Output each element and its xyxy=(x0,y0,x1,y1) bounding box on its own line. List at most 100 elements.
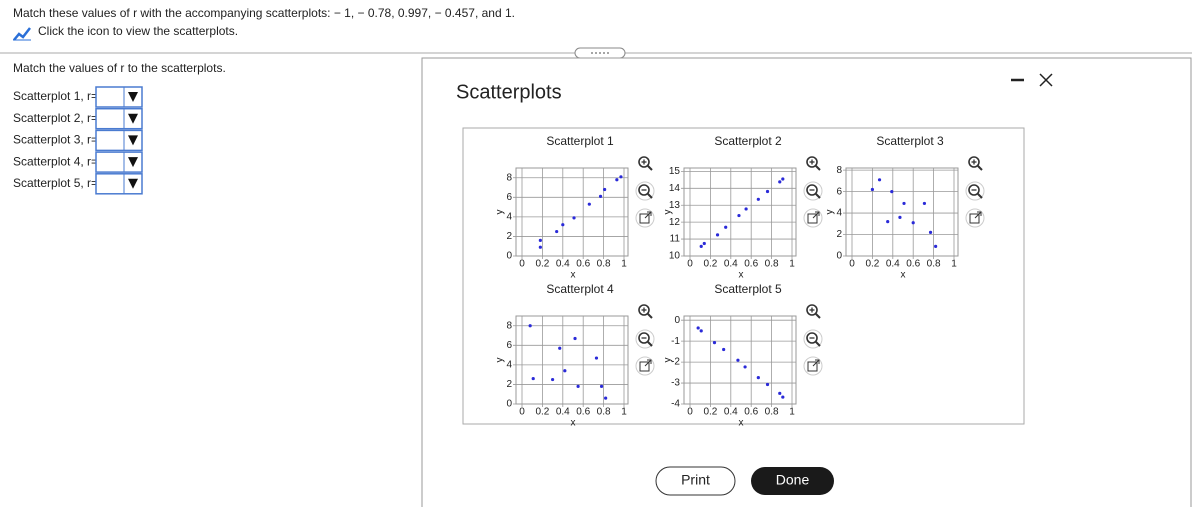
point xyxy=(619,175,623,179)
point xyxy=(890,190,894,194)
y-tick-label: 14 xyxy=(669,183,681,194)
point xyxy=(765,189,770,194)
row-label: Scatterplot 4, r= xyxy=(13,154,98,168)
dropdown-arrow xyxy=(128,92,138,102)
x-tick-label: 0.2 xyxy=(865,259,879,270)
magnifier-handle xyxy=(977,165,983,171)
point xyxy=(558,346,562,350)
point xyxy=(898,215,902,219)
plot-title: Scatterplot 2 xyxy=(714,134,782,148)
y-axis-label: y xyxy=(663,358,674,363)
x-tick-label: 0.6 xyxy=(576,259,590,270)
point xyxy=(594,356,599,360)
row-label: Scatterplot 3, r= xyxy=(13,133,98,147)
point xyxy=(561,223,565,227)
point xyxy=(563,369,567,373)
point xyxy=(724,225,728,229)
magnifier xyxy=(968,184,980,196)
magnifier-handle xyxy=(815,341,821,347)
link-text[interactable]: Click the icon to view the scatterplots. xyxy=(38,24,238,38)
point xyxy=(699,244,703,248)
point xyxy=(604,396,608,400)
point xyxy=(528,324,532,328)
y-axis-label: y xyxy=(663,210,674,215)
close-button[interactable] xyxy=(1039,73,1053,87)
x-axis-label: x xyxy=(571,418,576,429)
point xyxy=(922,201,927,206)
magnifier xyxy=(638,184,650,196)
point xyxy=(598,194,603,198)
x-tick-label: 1 xyxy=(789,407,795,418)
x-tick-label: 0.8 xyxy=(765,407,779,418)
print-button[interactable] xyxy=(655,466,736,496)
row-label: Scatterplot 5, r= xyxy=(13,176,98,190)
point xyxy=(702,241,706,246)
y-tick-label: 4 xyxy=(506,212,512,223)
popout-arrow xyxy=(974,211,982,219)
magnifier xyxy=(968,156,980,168)
x-tick-label: 0 xyxy=(687,407,693,418)
y-tick-label: 12 xyxy=(669,217,681,228)
point xyxy=(722,347,726,352)
y-tick-label: 2 xyxy=(836,229,842,240)
x-tick-label: 0.8 xyxy=(927,259,941,270)
point xyxy=(587,202,591,206)
magnifier-handle xyxy=(815,165,821,171)
y-tick-label: 0 xyxy=(674,315,680,326)
y-tick-label: -4 xyxy=(671,399,680,410)
plot-area xyxy=(683,167,797,257)
point xyxy=(756,197,760,201)
y-tick-label: 11 xyxy=(670,234,681,245)
y-tick-label: 6 xyxy=(506,192,512,203)
point xyxy=(934,244,938,248)
popout-icon xyxy=(639,361,650,372)
row-label: Scatterplot 2, r= xyxy=(13,111,98,125)
y-tick-label: 10 xyxy=(669,251,681,262)
plot-title: Scatterplot 4 xyxy=(546,282,614,296)
done-label: Done xyxy=(776,472,810,488)
point xyxy=(531,376,535,381)
y-axis-label: y xyxy=(495,358,506,363)
point xyxy=(538,238,542,242)
x-tick-label: 1 xyxy=(621,259,627,270)
question-text: Match these values of r with the accompa… xyxy=(13,6,515,20)
x-tick-label: 0.8 xyxy=(597,259,611,270)
plot-title: Scatterplot 3 xyxy=(876,134,944,148)
chart-icon[interactable] xyxy=(13,27,31,41)
x-tick-label: 0.8 xyxy=(765,259,779,270)
point xyxy=(573,336,577,341)
x-tick-label: 0.2 xyxy=(535,407,549,418)
point xyxy=(778,391,782,395)
y-tick-label: -1 xyxy=(671,336,680,347)
point xyxy=(781,177,785,181)
magnifier xyxy=(638,156,650,168)
x-tick-label: 1 xyxy=(951,259,957,270)
popout-icon xyxy=(639,213,650,224)
point xyxy=(555,229,559,234)
x-tick-label: 1 xyxy=(621,407,627,418)
y-tick-label: 0 xyxy=(506,251,512,262)
point xyxy=(756,376,760,380)
point xyxy=(737,213,741,218)
x-axis-label: x xyxy=(739,418,744,429)
point xyxy=(781,395,785,399)
expand-dots xyxy=(591,52,609,54)
point xyxy=(928,230,933,234)
dialog-title: Scatterplots xyxy=(456,81,562,103)
y-tick-label: 15 xyxy=(669,166,681,177)
done-button[interactable] xyxy=(751,467,834,495)
magnifier-handle xyxy=(815,193,821,199)
x-tick-label: 0.6 xyxy=(906,259,920,270)
magnifier-handle xyxy=(647,341,653,347)
x-tick-label: 0 xyxy=(849,259,855,270)
plot-area xyxy=(515,167,629,257)
y-tick-label: 0 xyxy=(836,251,842,262)
y-tick-label: 13 xyxy=(669,200,681,211)
magnifier xyxy=(806,156,818,168)
dropdown-arrow xyxy=(128,113,138,124)
point xyxy=(576,384,580,388)
point xyxy=(736,358,740,362)
x-axis-label: x xyxy=(739,270,744,281)
magnifier-handle xyxy=(815,313,821,319)
popout-arrow xyxy=(812,211,820,219)
